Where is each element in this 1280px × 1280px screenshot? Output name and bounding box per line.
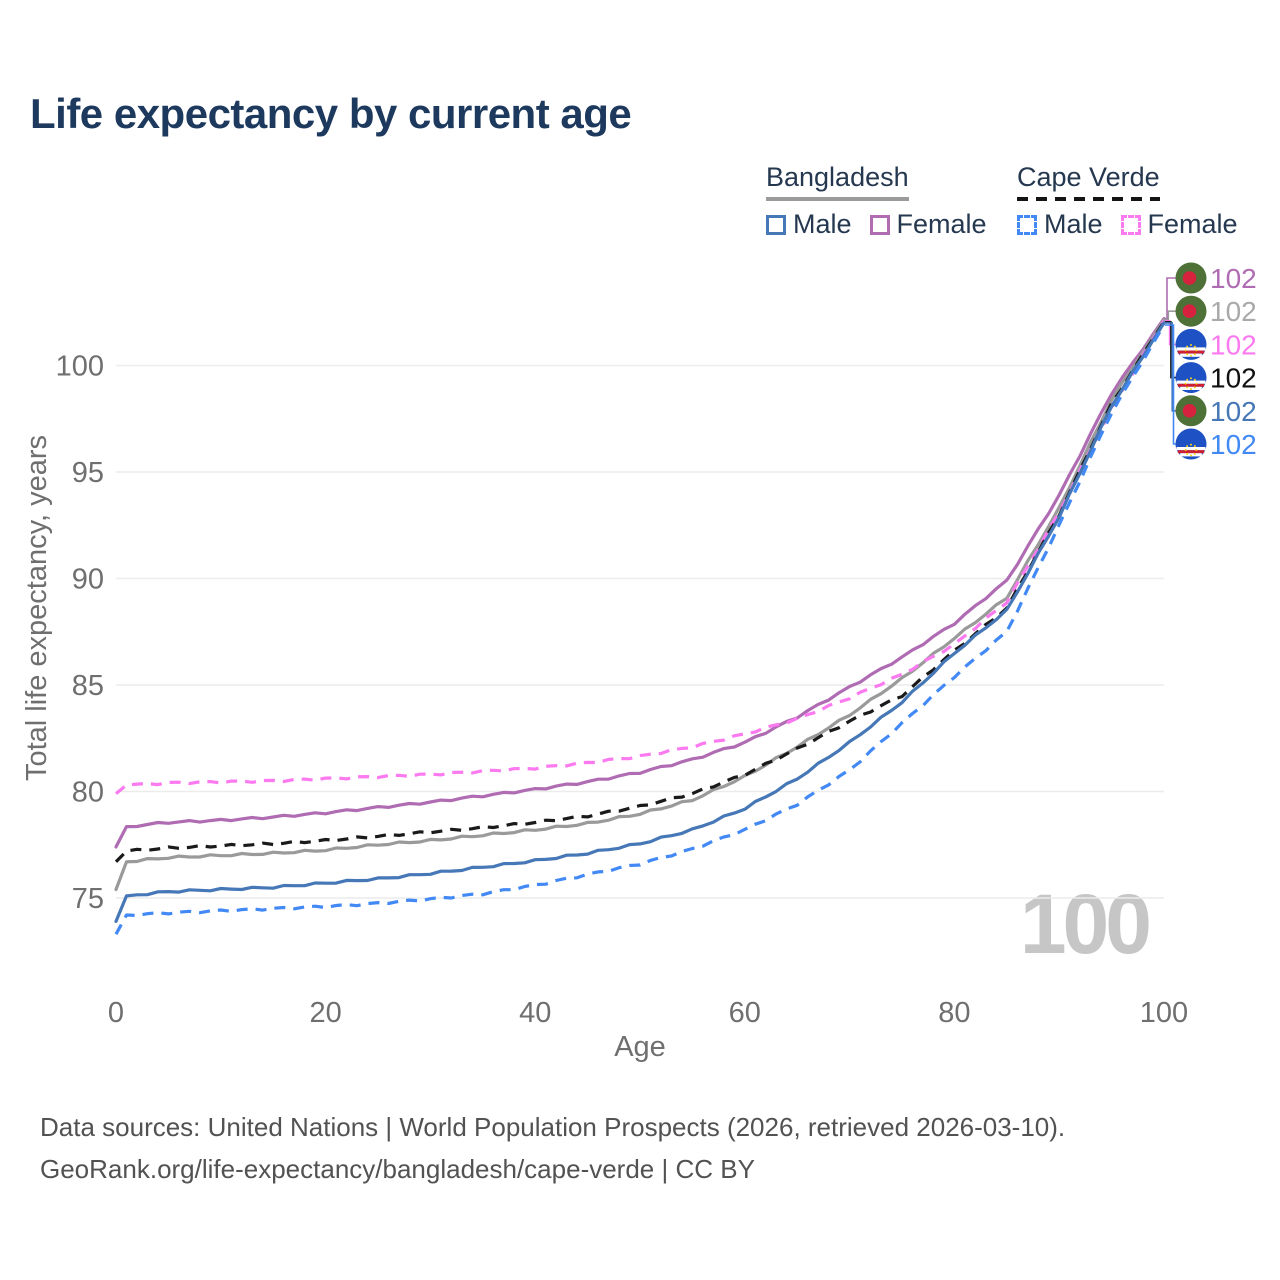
end-value-bangladesh-male: 102 (1210, 396, 1257, 427)
x-axis-title: Age (614, 1031, 666, 1063)
line-bangladesh-male (114, 321, 1166, 924)
leader-line-cape-verde-total (1165, 321, 1176, 379)
leader-line-cape-verde-male (1165, 324, 1176, 445)
legend-item-cape-verde-female[interactable]: Female (1120, 209, 1238, 240)
leader-line-bangladesh-female (1165, 277, 1176, 320)
legend-item-bangladesh-male[interactable]: Male (766, 209, 852, 240)
legend-swatch-bangladesh-female (869, 214, 890, 235)
legend-item-bangladesh-female[interactable]: Female (869, 209, 987, 240)
y-tick-85: 85 (72, 670, 104, 702)
end-value-bangladesh-total: 102 (1210, 296, 1257, 327)
legend: Bangladesh Male Female Cape Verde Male (0, 162, 1280, 242)
watermark: 100 (1020, 877, 1149, 971)
line-cape-verde-male (114, 324, 1166, 935)
y-tick-95: 95 (72, 457, 104, 489)
y-tick-80: 80 (72, 777, 104, 809)
flag-icon-bd (1175, 295, 1207, 327)
page-title: Life expectancy by current age (30, 90, 632, 137)
legend-swatch-cape-verde-female (1120, 214, 1141, 235)
x-tick-20: 20 (309, 997, 341, 1029)
footer-data-sources: Data sources: United Nations | World Pop… (40, 1112, 1066, 1142)
y-tick-100: 100 (56, 351, 104, 383)
x-tick-100: 100 (1140, 997, 1188, 1029)
flag-icon-bd (1175, 262, 1207, 294)
legend-group-title-cape-verde: Cape Verde (1017, 162, 1160, 201)
line-bangladesh-female (114, 317, 1166, 849)
line-cape-verde-total (114, 320, 1166, 863)
legend-swatch-bangladesh-male (766, 214, 786, 235)
flag-icon-cv (1175, 428, 1207, 460)
y-tick-90: 90 (72, 564, 104, 596)
leader-line-bangladesh-total (1165, 310, 1176, 321)
flag-icon-cv (1175, 328, 1207, 360)
line-bangladesh-total (114, 318, 1166, 892)
x-tick-0: 0 (108, 997, 124, 1029)
x-tick-80: 80 (938, 997, 970, 1029)
flag-icon-bd (1175, 395, 1207, 427)
y-axis-title: Total life expectancy, years (21, 435, 53, 781)
flag-icon-cv (1175, 362, 1207, 394)
legend-group-title-bangladesh: Bangladesh (766, 162, 909, 201)
legend-swatch-cape-verde-male (1017, 214, 1037, 235)
legend-group-cape-verde: Cape Verde Male Female (1017, 162, 1256, 240)
y-tick-75: 75 (72, 883, 104, 915)
footer: Data sources: United Nations | World Pop… (40, 1106, 1065, 1190)
end-value-cape-verde-total: 102 (1210, 363, 1257, 394)
legend-group-bangladesh: Bangladesh Male Female (766, 162, 1005, 240)
line-cape-verde-female (114, 319, 1166, 795)
footer-attribution: GeoRank.org/life-expectancy/bangladesh/c… (40, 1154, 755, 1184)
x-tick-40: 40 (519, 997, 551, 1029)
end-value-cape-verde-male: 102 (1210, 429, 1257, 460)
end-value-cape-verde-female: 102 (1210, 329, 1257, 360)
end-value-bangladesh-female: 102 (1210, 263, 1257, 294)
x-tick-60: 60 (729, 997, 761, 1029)
legend-item-cape-verde-male[interactable]: Male (1017, 209, 1103, 240)
